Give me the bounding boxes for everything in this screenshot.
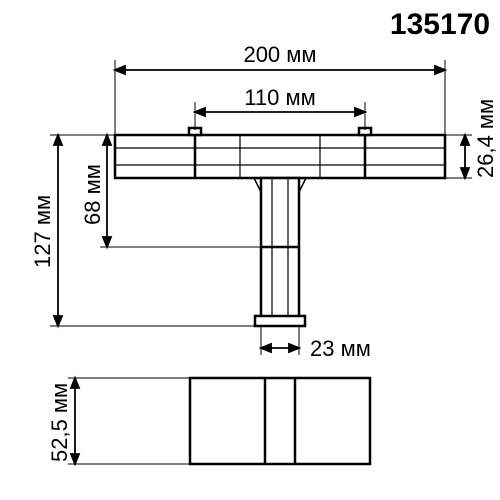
part-number: 135170 — [390, 8, 490, 41]
dim-width-inner: 110 мм — [195, 85, 365, 130]
dim-block-height-label: 52,5 мм — [47, 383, 72, 462]
dimension-drawing: 135170 — [0, 0, 500, 500]
dim-block-height: 52,5 мм — [47, 378, 190, 464]
t-connector-top-view — [115, 128, 445, 326]
dim-height-arm-label: 26,4 мм — [473, 99, 498, 178]
dim-stem-width-label: 23 мм — [310, 336, 371, 361]
dim-height-stem-label: 68 мм — [80, 164, 105, 225]
dim-width-inner-label: 110 мм — [244, 85, 315, 110]
dim-height-total-label: 127 мм — [30, 195, 55, 268]
dim-width-total-label: 200 мм — [243, 42, 316, 67]
block-side-view — [190, 378, 370, 464]
dim-stem-width: 23 мм — [261, 326, 371, 361]
dim-height-arm: 26,4 мм — [445, 99, 498, 178]
